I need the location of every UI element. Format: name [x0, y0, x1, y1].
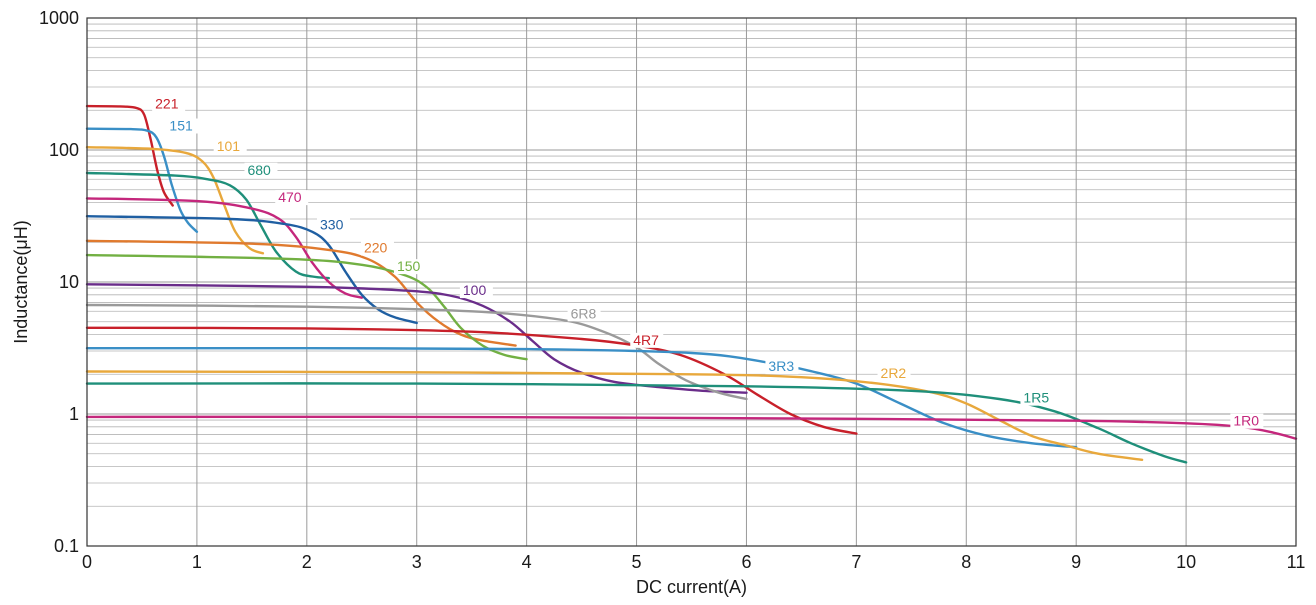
x-tick-label: 4	[522, 552, 532, 572]
series-labels: 221 151 101 680 470 330 220 150 100 6R8 4R7 3R3 2R2 1…	[152, 95, 1264, 429]
series-label-6r8: 6R8	[571, 305, 597, 321]
series-label-2r2: 2R2	[881, 365, 907, 381]
series-curves	[85, 104, 1298, 464]
y-tick-label: 100	[49, 140, 79, 160]
x-axis-ticks: 0 1 2 3 4 5 6 7 8 9 10 11	[82, 552, 1305, 572]
x-tick-label: 5	[632, 552, 642, 572]
series-label-bg	[275, 190, 309, 206]
series-label-bg	[877, 366, 911, 382]
y-axis-ticks: 0.1 1 10 100 1000	[39, 8, 79, 556]
series-label-bg	[630, 332, 664, 348]
series-label-bg	[1020, 390, 1054, 406]
series-label-4r7: 4R7	[633, 332, 659, 348]
series-label-100: 100	[463, 282, 487, 298]
x-tick-label: 9	[1071, 552, 1081, 572]
series-line-151	[85, 127, 199, 233]
series-label-151: 151	[169, 117, 193, 133]
series-label-bg	[152, 96, 186, 112]
series-line-470	[85, 197, 363, 299]
series-label-3r3: 3R3	[768, 358, 794, 374]
x-tick-label: 3	[412, 552, 422, 572]
series-label-680: 680	[247, 162, 271, 178]
series-label-330: 330	[320, 216, 344, 232]
series-label-bg	[393, 259, 427, 275]
x-tick-label: 8	[961, 552, 971, 572]
series-label-150: 150	[397, 258, 421, 274]
series-label-bg	[166, 118, 200, 134]
series-line-3r3	[85, 346, 1078, 449]
y-tick-label: 0.1	[54, 536, 79, 556]
series-label-bg	[244, 162, 278, 178]
series-label-220: 220	[364, 240, 388, 256]
series-label-bg	[213, 139, 247, 154]
series-label-bg	[317, 217, 351, 233]
x-tick-label: 6	[741, 552, 751, 572]
grid	[86, 17, 1297, 547]
plot-frame	[86, 17, 1297, 547]
x-tick-label: 10	[1176, 552, 1196, 572]
x-tick-label: 2	[302, 552, 312, 572]
x-tick-label: 0	[82, 552, 92, 572]
x-axis-title: DC current(A)	[636, 577, 747, 597]
series-line-220	[85, 239, 517, 347]
series-line-221	[85, 104, 174, 207]
y-tick-label: 10	[59, 272, 79, 292]
series-label-bg	[1230, 413, 1264, 429]
series-label-bg	[459, 283, 493, 299]
series-line-1r5	[85, 382, 1188, 464]
series-line-100	[85, 283, 748, 394]
x-tick-label: 1	[192, 552, 202, 572]
series-label-bg	[567, 306, 601, 322]
series-label-470: 470	[278, 189, 302, 205]
series-label-1r5: 1R5	[1023, 390, 1049, 406]
series-label-bg	[360, 240, 394, 256]
y-axis-title: Inductance(μH)	[11, 220, 31, 343]
series-label-221: 221	[155, 95, 179, 111]
series-label-bg	[765, 359, 799, 375]
y-tick-label: 1	[69, 404, 79, 424]
series-line-2r2	[85, 370, 1144, 461]
y-tick-label: 1000	[39, 8, 79, 28]
x-tick-label: 11	[1287, 552, 1306, 572]
series-label-101: 101	[217, 138, 241, 154]
x-tick-label: 7	[851, 552, 861, 572]
series-label-1r0: 1R0	[1233, 413, 1259, 429]
series-line-6r8	[85, 303, 748, 401]
